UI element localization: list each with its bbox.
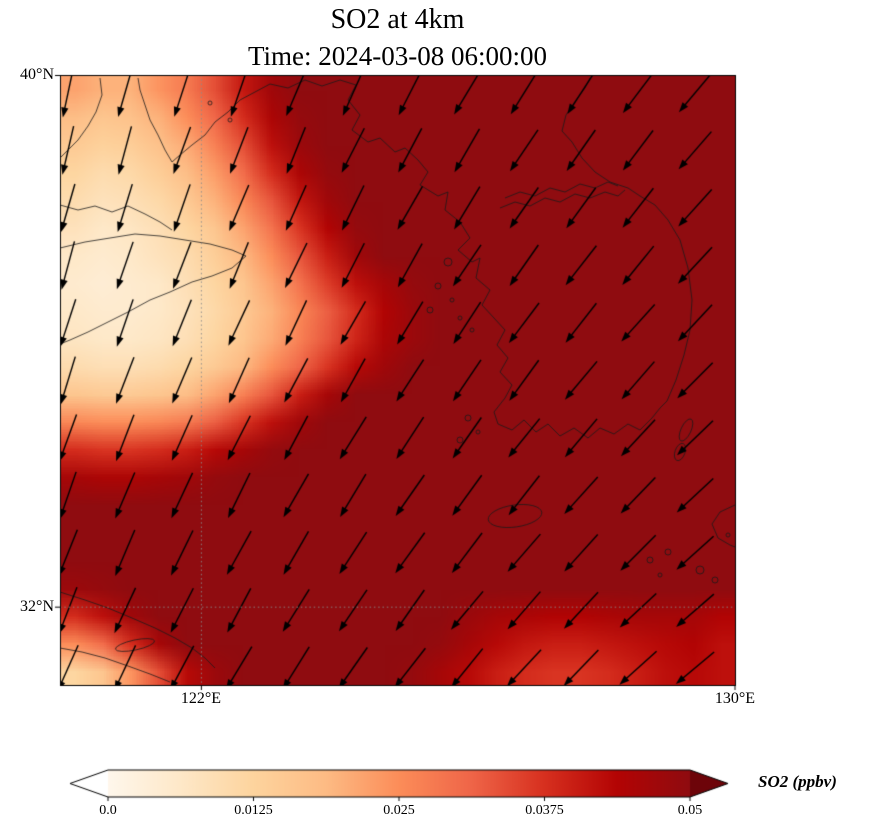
colorbar-tick-label: 0.05 <box>677 803 703 818</box>
chart-subtitle-time: Time: 2024-03-08 06:00:00 <box>247 41 548 71</box>
colorbar-tick-label: 0.0375 <box>525 803 564 818</box>
chart-title: SO2 at 4km <box>330 4 465 35</box>
colorbar-tick-label: 0.0125 <box>234 803 273 818</box>
y-axis-tick-label-40n: 40°N <box>20 66 54 83</box>
y-axis-tick-label-32n: 32°N <box>20 598 54 615</box>
x-axis-tick-label-130e: 130°E <box>714 690 756 707</box>
colorbar-tick-label: 0.0 <box>99 803 117 818</box>
colorbar-tick-label: 0.025 <box>383 803 415 818</box>
x-axis-tick-label-122e: 122°E <box>180 690 222 707</box>
colorbar-label: SO2 (ppbv) <box>758 772 837 791</box>
